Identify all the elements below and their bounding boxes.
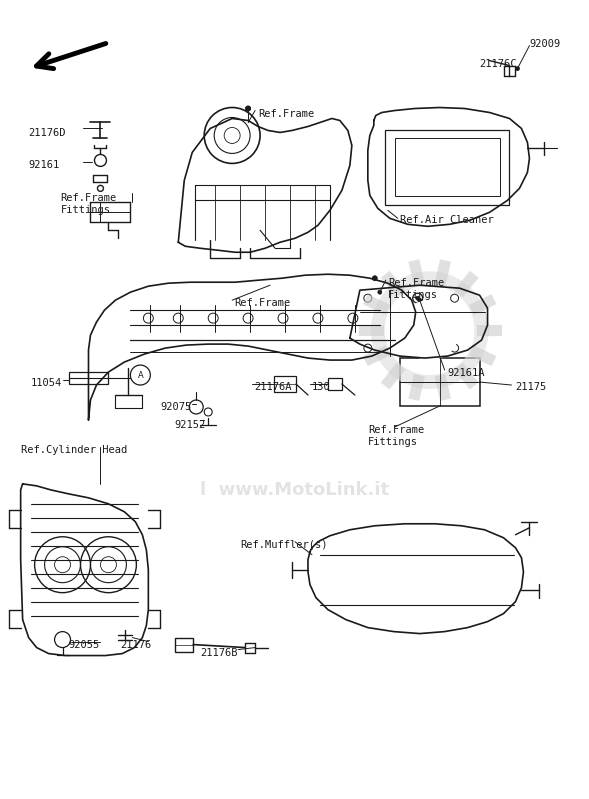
Text: 21176: 21176 xyxy=(120,639,151,650)
Text: 21176B: 21176B xyxy=(200,647,238,658)
Bar xyxy=(176,638,193,651)
Text: Ref.Frame: Ref.Frame xyxy=(61,193,117,204)
Text: 11054: 11054 xyxy=(31,378,62,388)
Text: Ref.Frame: Ref.Frame xyxy=(258,109,315,118)
Text: Ref.Frame: Ref.Frame xyxy=(234,298,290,308)
Text: 92152: 92152 xyxy=(174,420,206,430)
Circle shape xyxy=(416,296,420,300)
Bar xyxy=(328,378,342,390)
Text: l  www.MotoLink.it: l www.MotoLink.it xyxy=(200,481,389,499)
Circle shape xyxy=(378,290,382,294)
Text: Fittings: Fittings xyxy=(368,437,418,447)
Text: Ref.Air Cleaner: Ref.Air Cleaner xyxy=(400,215,494,225)
Text: Ref.Frame: Ref.Frame xyxy=(368,425,424,435)
Text: 92075: 92075 xyxy=(160,402,191,412)
Text: 130: 130 xyxy=(312,382,330,392)
Text: 92161A: 92161A xyxy=(448,368,485,378)
Text: 21176C: 21176C xyxy=(479,58,517,69)
Bar xyxy=(68,372,108,384)
Text: 21176A: 21176A xyxy=(254,382,292,392)
Bar xyxy=(395,138,499,197)
Text: A: A xyxy=(137,371,143,380)
Bar xyxy=(274,376,296,392)
Text: Ref.Cylinder Head: Ref.Cylinder Head xyxy=(21,445,127,455)
Text: 92055: 92055 xyxy=(68,639,100,650)
Text: Fittings: Fittings xyxy=(388,290,438,300)
Circle shape xyxy=(246,106,250,111)
Text: 21175: 21175 xyxy=(515,382,547,392)
Bar xyxy=(400,358,479,406)
Text: 21176D: 21176D xyxy=(29,129,66,138)
Circle shape xyxy=(515,66,519,70)
Text: 92009: 92009 xyxy=(530,38,561,49)
Circle shape xyxy=(372,276,378,280)
Text: 92161: 92161 xyxy=(29,161,60,170)
Circle shape xyxy=(418,298,422,302)
Bar xyxy=(385,130,509,205)
Text: Ref.Muffler(s): Ref.Muffler(s) xyxy=(240,540,327,550)
Text: Ref.Frame: Ref.Frame xyxy=(388,278,444,288)
Circle shape xyxy=(246,106,250,111)
Text: Fittings: Fittings xyxy=(61,205,111,216)
